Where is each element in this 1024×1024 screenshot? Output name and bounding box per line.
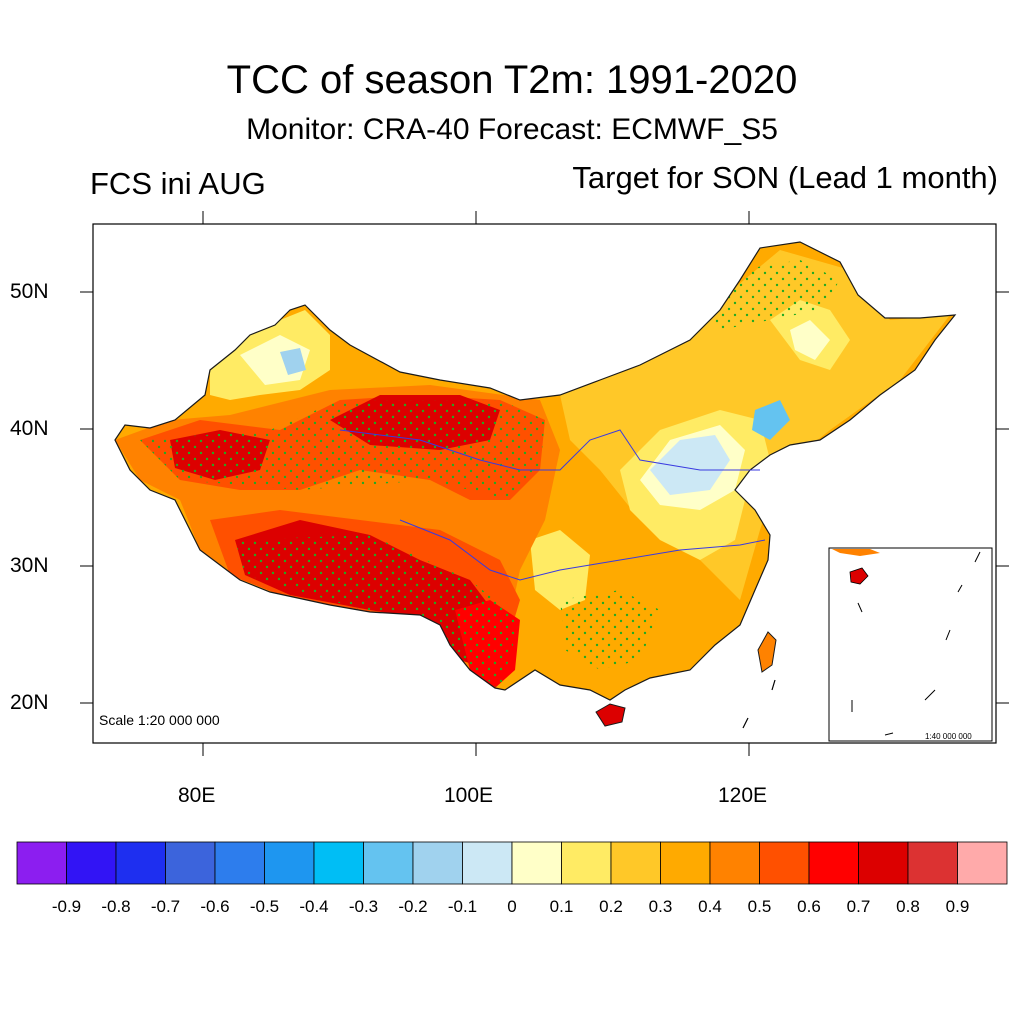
lon-label-120e: 120E bbox=[718, 784, 768, 807]
colorbar-swatch bbox=[115, 841, 166, 885]
boundary-dashes bbox=[742, 679, 776, 729]
colorbar-label: 0.7 bbox=[846, 897, 871, 916]
target-label: Target for SON (Lead 1 month) bbox=[572, 160, 998, 195]
colorbar-swatch bbox=[907, 841, 958, 885]
colorbar-swatch bbox=[412, 841, 463, 885]
lat-ticks bbox=[80, 291, 1009, 704]
colorbar-label: 0.4 bbox=[698, 897, 722, 916]
lon-label-100e: 100E bbox=[444, 784, 494, 807]
colorbar-swatch bbox=[660, 841, 711, 885]
colorbar-swatch bbox=[858, 841, 909, 885]
colorbar-label: 0.9 bbox=[945, 897, 970, 916]
yellow-river bbox=[339, 429, 760, 471]
colorbar-swatch bbox=[214, 841, 265, 885]
colorbar-swatch bbox=[511, 841, 562, 885]
colorbar-label: -0.7 bbox=[150, 897, 181, 916]
colorbar-swatch bbox=[610, 841, 661, 885]
yangtze-river bbox=[399, 519, 766, 581]
map-title: TCC of season T2m: 1991-2020 bbox=[226, 58, 798, 102]
lat-label-40n: 40N bbox=[10, 417, 49, 440]
colorbar-label: 0.6 bbox=[797, 897, 821, 916]
colorbar-swatch bbox=[264, 841, 315, 885]
inset-scale-text: 1:40 000 000 bbox=[925, 732, 972, 741]
lat-label-20n: 20N bbox=[10, 691, 49, 714]
colorbar-label: -0.9 bbox=[51, 897, 82, 916]
colorbar-label: -0.1 bbox=[447, 897, 478, 916]
colorbar-swatch bbox=[313, 841, 364, 885]
colorbar-label: 0.1 bbox=[549, 897, 574, 916]
south-china-sea-inset bbox=[828, 547, 993, 742]
colorbar-label: -0.8 bbox=[101, 897, 131, 916]
colorbar-swatch bbox=[709, 841, 760, 885]
colorbar-swatch bbox=[808, 841, 859, 885]
colorbar-swatch bbox=[16, 841, 67, 885]
scale-text: Scale 1:20 000 000 bbox=[99, 712, 220, 728]
country-boundary bbox=[114, 241, 957, 701]
colorbar-label: -0.3 bbox=[348, 897, 379, 916]
colorbar-label: -0.5 bbox=[249, 897, 280, 916]
colorbar-swatch bbox=[561, 841, 612, 885]
colorbar-label: 0.8 bbox=[896, 897, 920, 916]
colorbar-swatch bbox=[759, 841, 810, 885]
colorbar-label: -0.4 bbox=[299, 897, 329, 916]
colorbar-label: -0.2 bbox=[398, 897, 428, 916]
lon-ticks bbox=[202, 211, 750, 756]
colorbar-label: 0 bbox=[507, 897, 517, 916]
colorbar-swatch bbox=[957, 841, 1008, 885]
lon-label-80e: 80E bbox=[178, 784, 216, 807]
colorbar-swatch bbox=[165, 841, 216, 885]
hainan-island bbox=[595, 703, 626, 727]
colorbar-swatch bbox=[462, 841, 513, 885]
colorbar-swatch bbox=[363, 841, 414, 885]
colorbar-label: 0.3 bbox=[648, 897, 673, 916]
colorbar-label: 0.5 bbox=[747, 897, 772, 916]
lat-label-30n: 30N bbox=[10, 554, 49, 577]
initialization-label: FCS ini AUG bbox=[90, 166, 266, 201]
colorbar-label: 0.2 bbox=[599, 897, 623, 916]
map-subtitle: Monitor: CRA-40 Forecast: ECMWF_S5 bbox=[246, 113, 778, 146]
colorbar-label: -0.6 bbox=[200, 897, 230, 916]
colorbar-swatch bbox=[66, 841, 117, 885]
taiwan-island bbox=[757, 631, 777, 673]
colorbar bbox=[16, 841, 1008, 885]
lat-label-50n: 50N bbox=[10, 280, 49, 303]
